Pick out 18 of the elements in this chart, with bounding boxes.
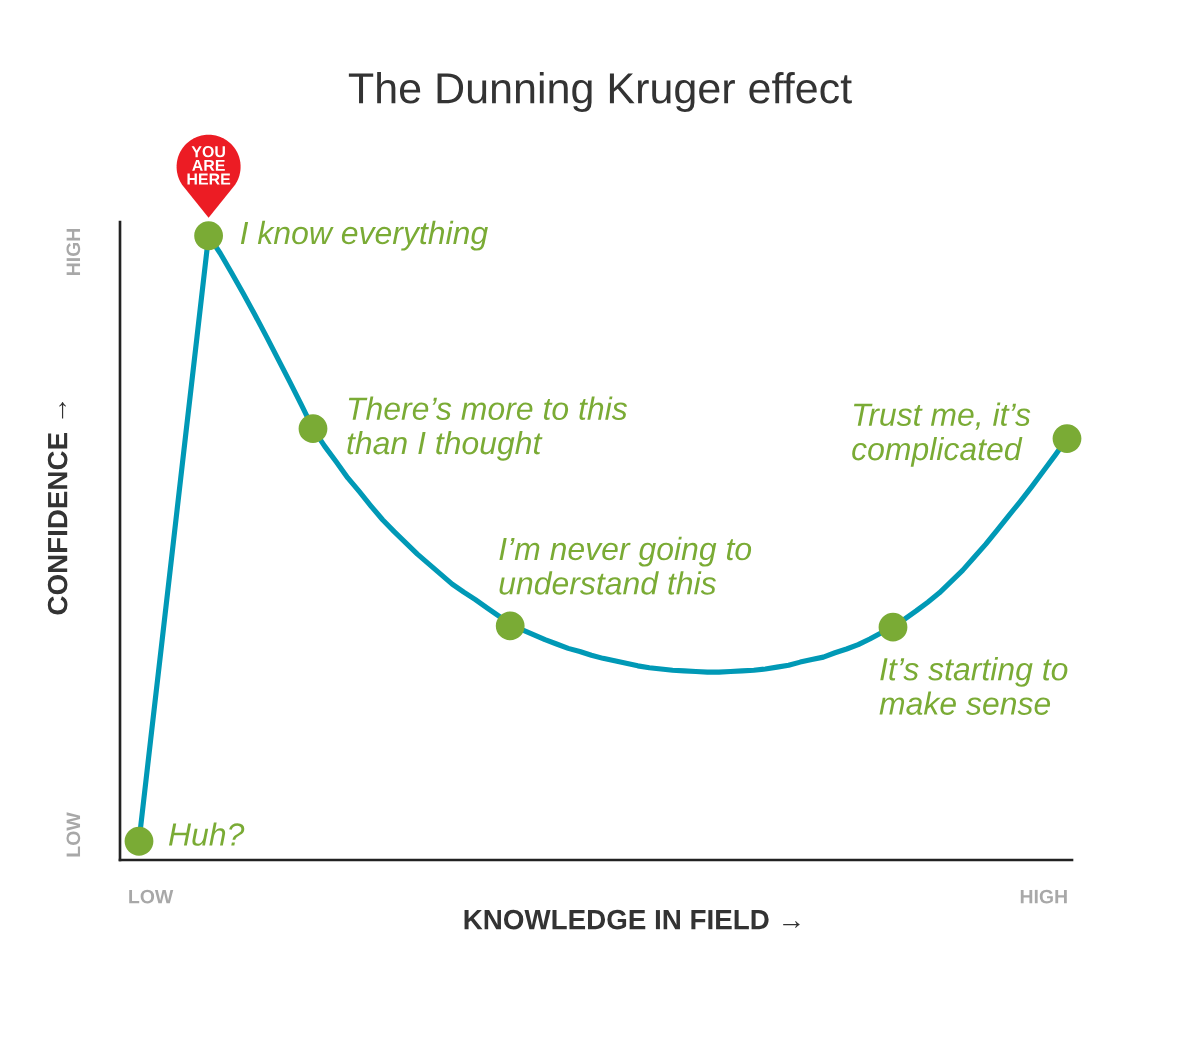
annotation: Trust me, it’s complicated xyxy=(852,402,1031,467)
point xyxy=(1052,424,1082,454)
point xyxy=(298,414,328,444)
annotation: There’s more to this than I thought xyxy=(347,396,628,461)
chart-title: The Dunning Kruger effect xyxy=(348,71,852,113)
text: YOU ARE HERE xyxy=(187,145,231,185)
y-axis-title: CONFIDENCE → xyxy=(47,402,68,615)
annotation: It’s starting to make sense xyxy=(879,657,1068,715)
point xyxy=(878,612,908,642)
annotation: I know everything xyxy=(240,220,488,251)
point xyxy=(194,221,223,251)
text: LOW xyxy=(66,812,81,857)
annotation: Huh? xyxy=(168,822,245,846)
point xyxy=(495,611,525,641)
text: HIGH xyxy=(66,229,81,276)
annotation: I’m never going to understand this xyxy=(499,536,752,595)
point xyxy=(124,826,154,856)
x-axis-title: KNOWLEDGE IN FIELD → xyxy=(464,909,800,930)
